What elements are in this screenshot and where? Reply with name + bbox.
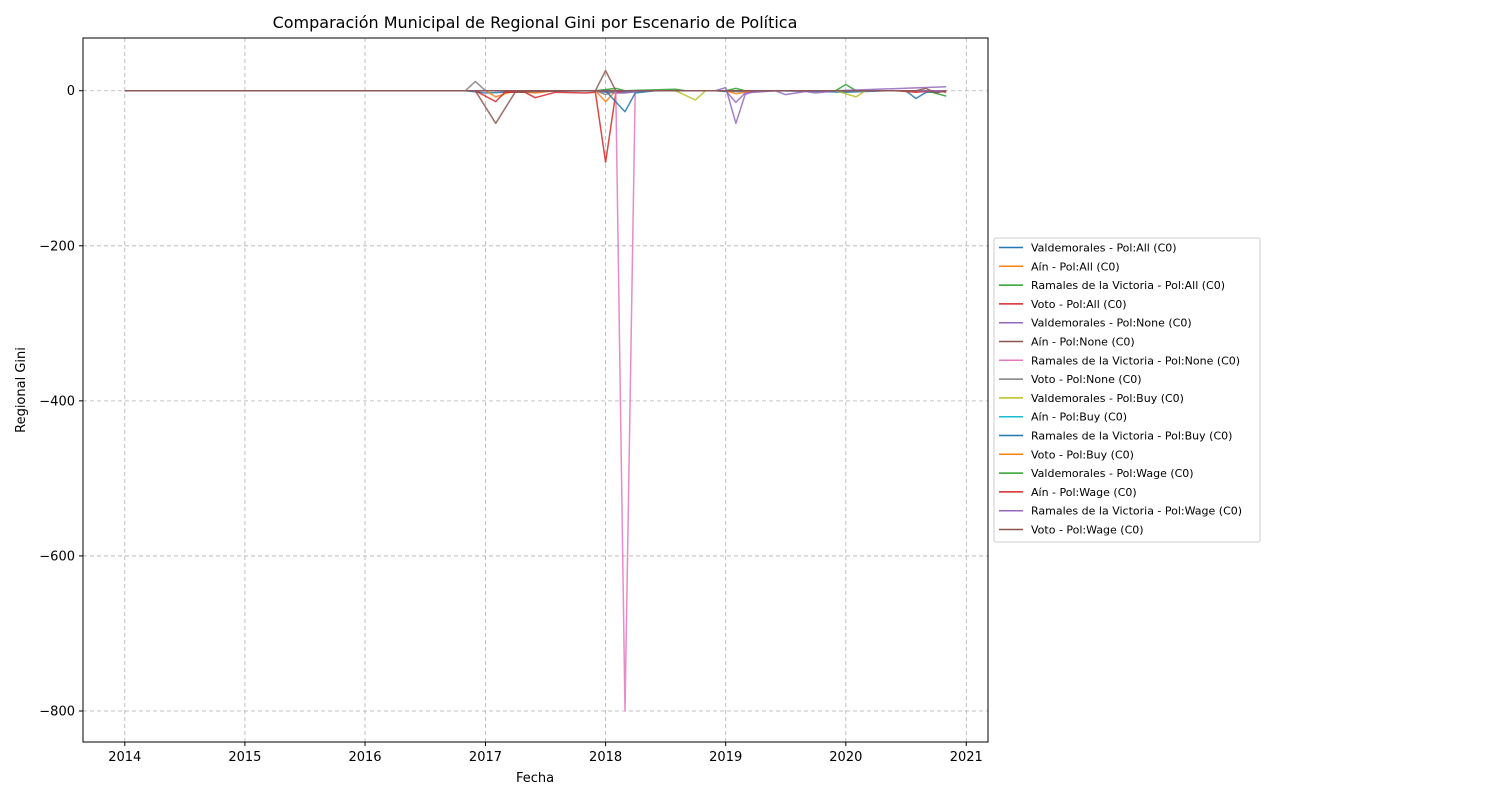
x-tick-label: 2021 [950, 750, 983, 765]
series-line-7 [124, 89, 947, 712]
y-tick-label: −200 [39, 239, 75, 254]
series-line-11 [124, 89, 947, 113]
chart-title: Comparación Municipal de Regional Gini p… [273, 13, 798, 32]
x-tick-label: 2020 [829, 750, 862, 765]
y-tick-label: −400 [39, 394, 75, 409]
y-tick-label: −800 [39, 704, 75, 719]
legend-entry-label: Aín - Pol:All (C0) [1031, 260, 1120, 273]
x-tick-label: 2015 [228, 750, 261, 765]
grid-lines [83, 38, 988, 742]
plot-area-frame [82, 37, 989, 743]
x-tick-label: 2014 [108, 750, 141, 765]
legend-frame [993, 237, 1261, 543]
x-tick-label: 2017 [469, 750, 502, 765]
legend-entry-label: Ramales de la Victoria - Pol:Wage (C0) [1031, 505, 1242, 518]
legend-entry-label: Valdemorales - Pol:None (C0) [1031, 317, 1192, 330]
legend-entry-label: Aín - Pol:None (C0) [1031, 336, 1135, 349]
series-line-4 [124, 89, 947, 163]
x-tick-label: 2018 [589, 750, 622, 765]
legend-entry-label: Voto - Pol:All (C0) [1031, 298, 1127, 311]
x-tick-label: 2016 [348, 750, 381, 765]
y-tick-label: 0 [67, 84, 75, 99]
legend-entry-label: Voto - Pol:None (C0) [1031, 373, 1142, 386]
y-axis-label: Regional Gini [14, 347, 29, 433]
legend-entry-label: Voto - Pol:Buy (C0) [1031, 448, 1134, 461]
series-line-3 [124, 83, 947, 92]
y-tick-label: −600 [39, 549, 75, 564]
y-axis-ticks: 0 −200 −400 −600 −800 [39, 84, 83, 719]
series-line-5 [124, 86, 947, 104]
legend-entry-label: Aín - Pol:Wage (C0) [1031, 486, 1137, 499]
legend-entry-label: Voto - Pol:Wage (C0) [1031, 524, 1144, 537]
x-axis-label: Fecha [516, 771, 554, 786]
series-line-16 [124, 87, 947, 94]
legend-entry-label: Valdemorales - Pol:Wage (C0) [1031, 467, 1194, 480]
legend-entry-label: Aín - Pol:Buy (C0) [1031, 411, 1127, 424]
legend-entry-label: Valdemorales - Pol:Buy (C0) [1031, 392, 1184, 405]
legend-entry-label: Ramales de la Victoria - Pol:All (C0) [1031, 279, 1225, 292]
series-lines [124, 69, 947, 712]
legend-entry-label: Valdemorales - Pol:All (C0) [1031, 242, 1177, 255]
legend: Valdemorales - Pol:All (C0) Aín - Pol:All… [993, 237, 1261, 543]
x-axis-ticks: 2014 2015 2016 2017 2018 2019 2020 2021 [108, 742, 983, 765]
legend-entry-label: Ramales de la Victoria - Pol:Buy (C0) [1031, 430, 1232, 443]
x-tick-label: 2019 [709, 750, 742, 765]
legend-entry-label: Ramales de la Victoria - Pol:None (C0) [1031, 354, 1240, 367]
